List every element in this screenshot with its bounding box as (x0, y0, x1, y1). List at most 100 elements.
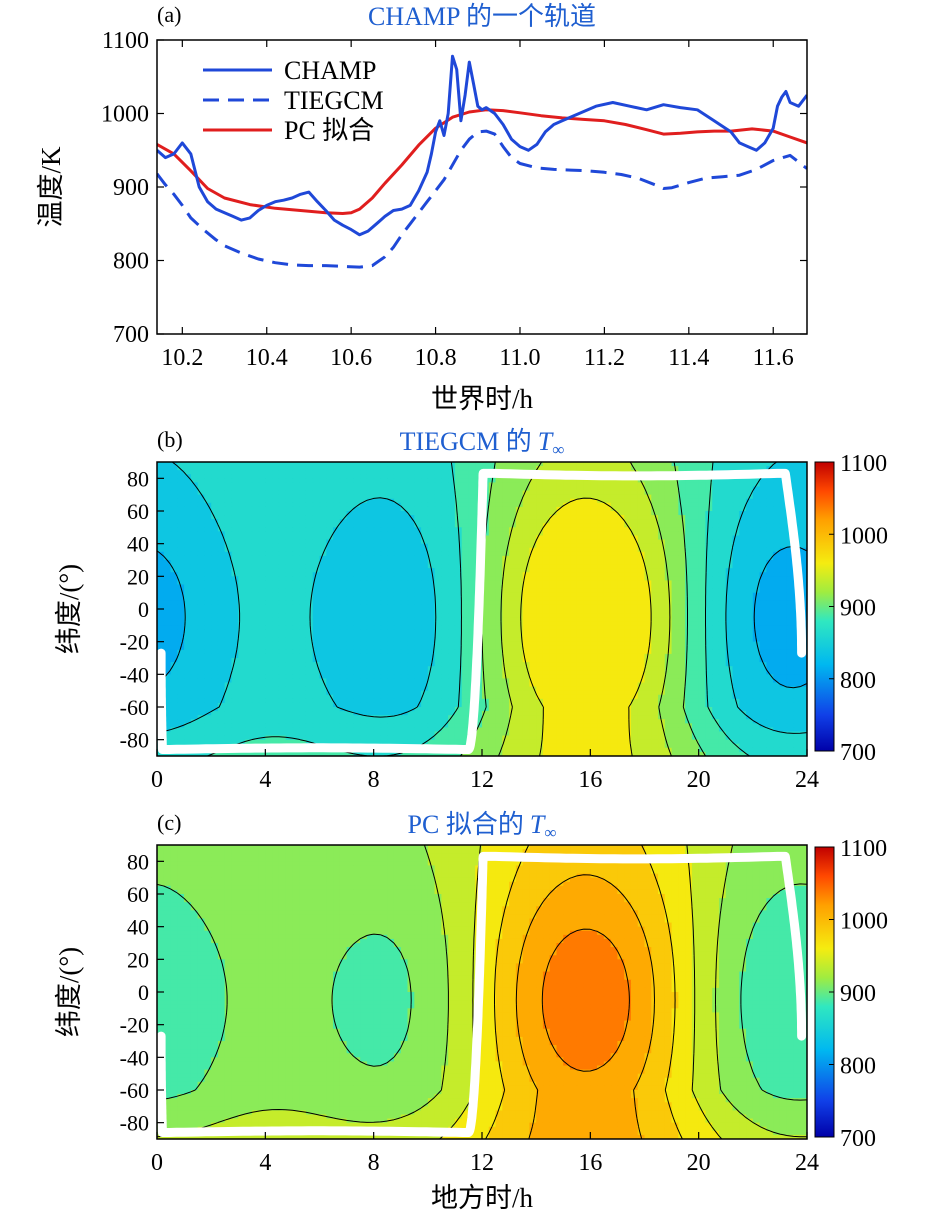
contour-cell (691, 462, 700, 467)
contour-cell (678, 531, 686, 537)
contour-cell (272, 560, 280, 565)
contour-cell (624, 555, 632, 561)
contour-cell (400, 494, 409, 500)
contour-cell (698, 511, 707, 516)
contour-cell (610, 547, 619, 553)
contour-cell (515, 580, 524, 586)
contour-cell (393, 670, 402, 675)
contour-cell (712, 502, 720, 508)
contour-cell (468, 613, 476, 618)
contour-cell (563, 511, 571, 516)
contour-cell (366, 576, 375, 582)
contour-cell (217, 649, 226, 655)
contour-cell (698, 568, 707, 573)
contour-cell (251, 592, 260, 598)
contour-cell (265, 551, 273, 557)
contour-cell (163, 609, 172, 614)
contour-cell (549, 588, 558, 594)
contour-cell (698, 576, 707, 582)
contour-cell (752, 641, 761, 647)
contour-cell (461, 613, 470, 618)
contour-cell (380, 478, 388, 484)
contour-cell (597, 502, 605, 508)
contour-cell (522, 653, 530, 659)
contour-cell (705, 478, 713, 484)
contour-cell (590, 658, 598, 663)
contour-cell (664, 609, 673, 614)
contour-cell (718, 564, 727, 569)
contour-cell (779, 641, 788, 647)
contour-cell (590, 535, 598, 541)
contour-cell (231, 543, 239, 549)
contour-cell (556, 568, 564, 573)
contour-cell (576, 580, 585, 586)
contour-cell (407, 604, 415, 610)
contour-cell (339, 633, 348, 639)
contour-cell (583, 564, 591, 569)
contour-cell (197, 511, 205, 516)
contour-cell (217, 645, 226, 651)
contour-cell (434, 555, 442, 561)
contour-cell (353, 515, 361, 520)
contour-cell (718, 502, 727, 508)
contour-cell (705, 658, 713, 663)
contour-cell (272, 588, 280, 594)
contour-cell (272, 535, 280, 541)
contour-cell (312, 604, 321, 610)
contour-cell (651, 617, 659, 622)
contour-cell (556, 560, 564, 565)
contour-cell (637, 666, 646, 671)
contour-cell (570, 547, 578, 553)
contour-cell (305, 547, 314, 553)
contour-cell (705, 653, 713, 659)
contour-cell (630, 531, 639, 537)
contour-cell (319, 555, 327, 561)
contour-cell (360, 490, 368, 496)
contour-cell (502, 515, 510, 520)
contour-cell (461, 498, 470, 504)
contour-cell (718, 462, 727, 467)
contour-cell (197, 543, 205, 549)
contour-cell (184, 539, 192, 545)
contour-cell (258, 474, 266, 479)
contour-cell (197, 629, 205, 635)
contour-cell (258, 641, 266, 647)
contour-cell (603, 486, 612, 492)
contour-cell (624, 621, 632, 626)
contour-cell (617, 604, 625, 610)
contour-cell (698, 498, 707, 504)
contour-cell (326, 609, 334, 614)
contour-cell (583, 633, 591, 639)
contour-cell (448, 584, 456, 590)
contour-cell (333, 633, 341, 639)
contour-cell (759, 576, 767, 582)
contour-cell (712, 641, 720, 647)
contour-cell (366, 662, 375, 667)
contour-cell (448, 535, 456, 541)
contour-cell (718, 576, 727, 582)
contour-cell (597, 527, 605, 533)
contour-cell (610, 645, 619, 651)
contour-cell (217, 564, 226, 569)
contour-cell (576, 543, 585, 549)
contour-cell (387, 604, 395, 610)
contour-cell (610, 600, 619, 606)
contour-cell (556, 543, 564, 549)
contour-cell (800, 498, 807, 504)
contour-cell (224, 490, 233, 496)
contour-cell (515, 494, 524, 500)
contour-cell (238, 482, 246, 488)
contour-cell (305, 555, 314, 561)
contour-cell (285, 531, 294, 537)
contour-cell (427, 596, 436, 602)
contour-cell (387, 543, 395, 549)
contour-cell (387, 580, 395, 586)
contour-cell (509, 568, 517, 573)
contour-cell (353, 572, 361, 577)
contour-cell (427, 494, 436, 500)
contour-cell (177, 519, 185, 524)
contour-cell (739, 568, 747, 573)
contour-cell (603, 490, 612, 496)
contour-cell (190, 523, 199, 528)
contour-cell (441, 490, 449, 496)
